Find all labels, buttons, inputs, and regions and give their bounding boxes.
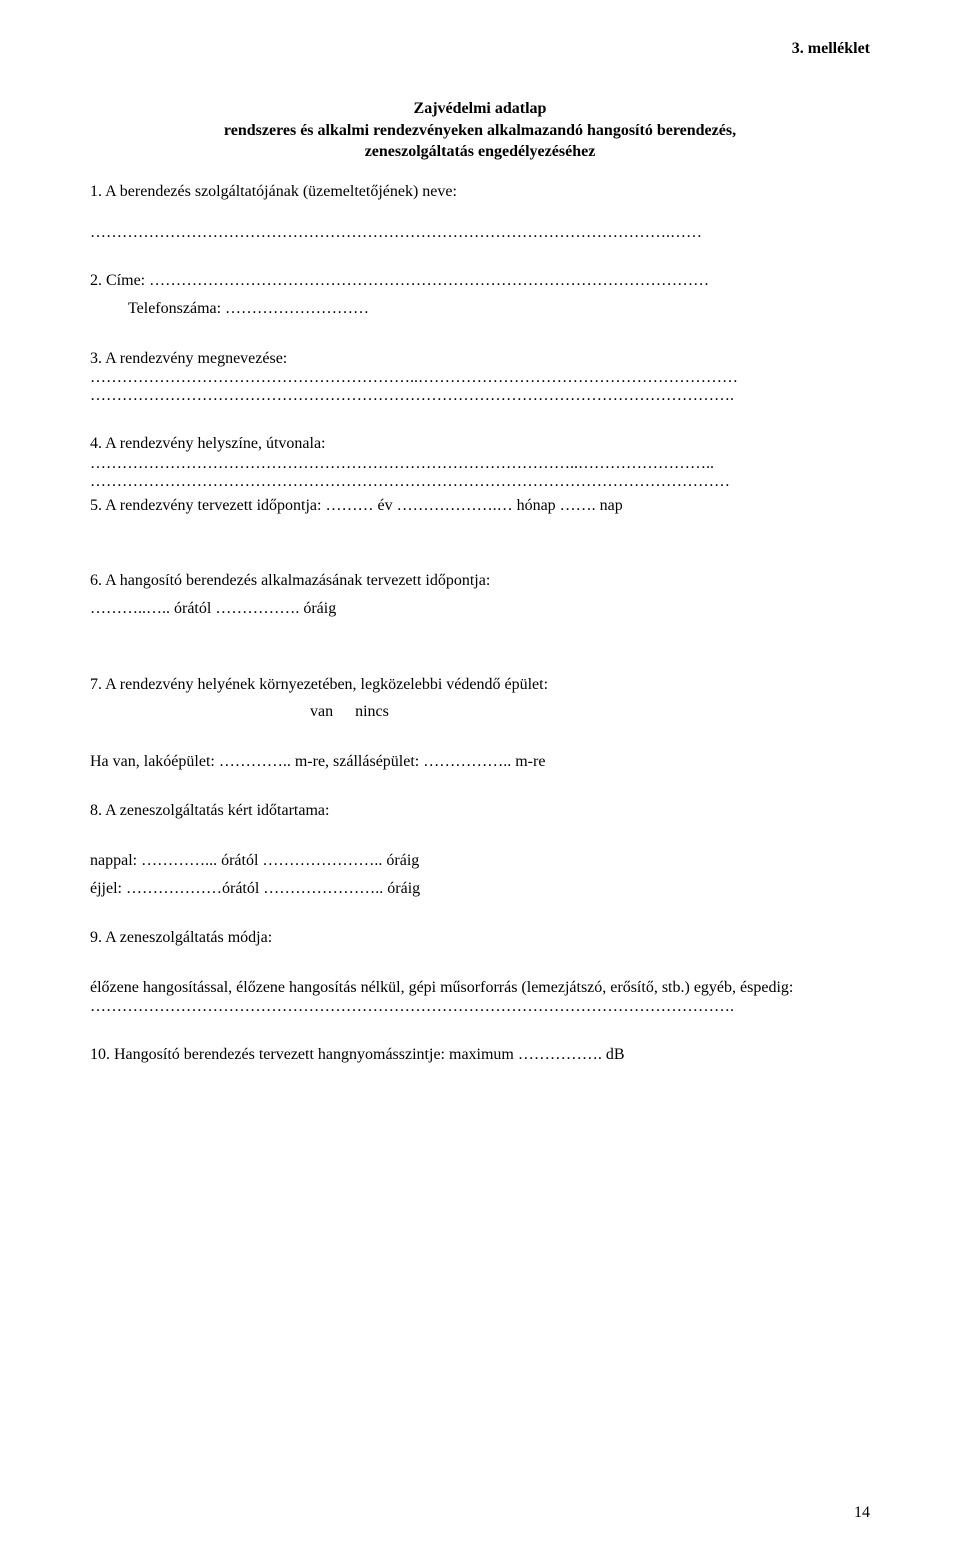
- question-9-text: élőzene hangosítással, élőzene hangosítá…: [90, 977, 870, 999]
- title-line-2: rendszeres és alkalmi rendezvényeken alk…: [90, 120, 870, 142]
- question-8: 8. A zeneszolgáltatás kért időtartama:: [90, 800, 870, 822]
- question-9-fill: ……………………………………………………………………………………………………………: [90, 998, 870, 1016]
- question-1: 1. A berendezés szolgáltatójának (üzemel…: [90, 181, 870, 203]
- question-10: 10. Hangosító berendezés tervezett hangn…: [90, 1044, 870, 1066]
- question-4-fill-2: …………………………………………………………………………………………………………: [90, 473, 870, 491]
- question-9: 9. A zeneszolgáltatás módja:: [90, 927, 870, 949]
- title-line-1: Zajvédelmi adatlap: [90, 98, 870, 120]
- question-7-options: van nincs: [310, 701, 870, 723]
- question-3: 3. A rendezvény megnevezése:: [90, 348, 870, 370]
- page-number: 14: [854, 1504, 870, 1522]
- question-7: 7. A rendezvény helyének környezetében, …: [90, 674, 870, 696]
- question-3-fill-1: ……………………………………………………..…………………………………………………: [90, 369, 870, 387]
- attachment-label: 3. melléklet: [90, 40, 870, 58]
- question-5: 5. A rendezvény tervezett időpontja: …………: [90, 495, 870, 517]
- question-8-night: éjjel: ………………órától ………………….. óráig: [90, 878, 870, 900]
- question-4: 4. A rendezvény helyszíne, útvonala:: [90, 433, 870, 455]
- question-6-fill: ………..….. órától ……………. óráig: [90, 598, 870, 620]
- question-4-fill-1: ………………………………………………………………………………..………………………: [90, 455, 870, 473]
- question-8-day: nappal: …………... órától ………………….. óráig: [90, 850, 870, 872]
- question-2: 2. Címe: ……………………………………………………………………………………: [90, 270, 870, 292]
- title-line-3: zeneszolgáltatás engedélyezéséhez: [90, 141, 870, 163]
- question-7-havan: Ha van, lakóépület: ………….. m-re, szállás…: [90, 751, 870, 773]
- question-1-fill: ……………………………………………………………………………………………….……: [90, 224, 870, 242]
- question-3-fill-2: ……………………………………………………………………………………………………………: [90, 387, 870, 405]
- question-2-tel: Telefonszáma: ………………………: [128, 298, 870, 320]
- question-6: 6. A hangosító berendezés alkalmazásának…: [90, 570, 870, 592]
- document-title: Zajvédelmi adatlap rendszeres és alkalmi…: [90, 98, 870, 163]
